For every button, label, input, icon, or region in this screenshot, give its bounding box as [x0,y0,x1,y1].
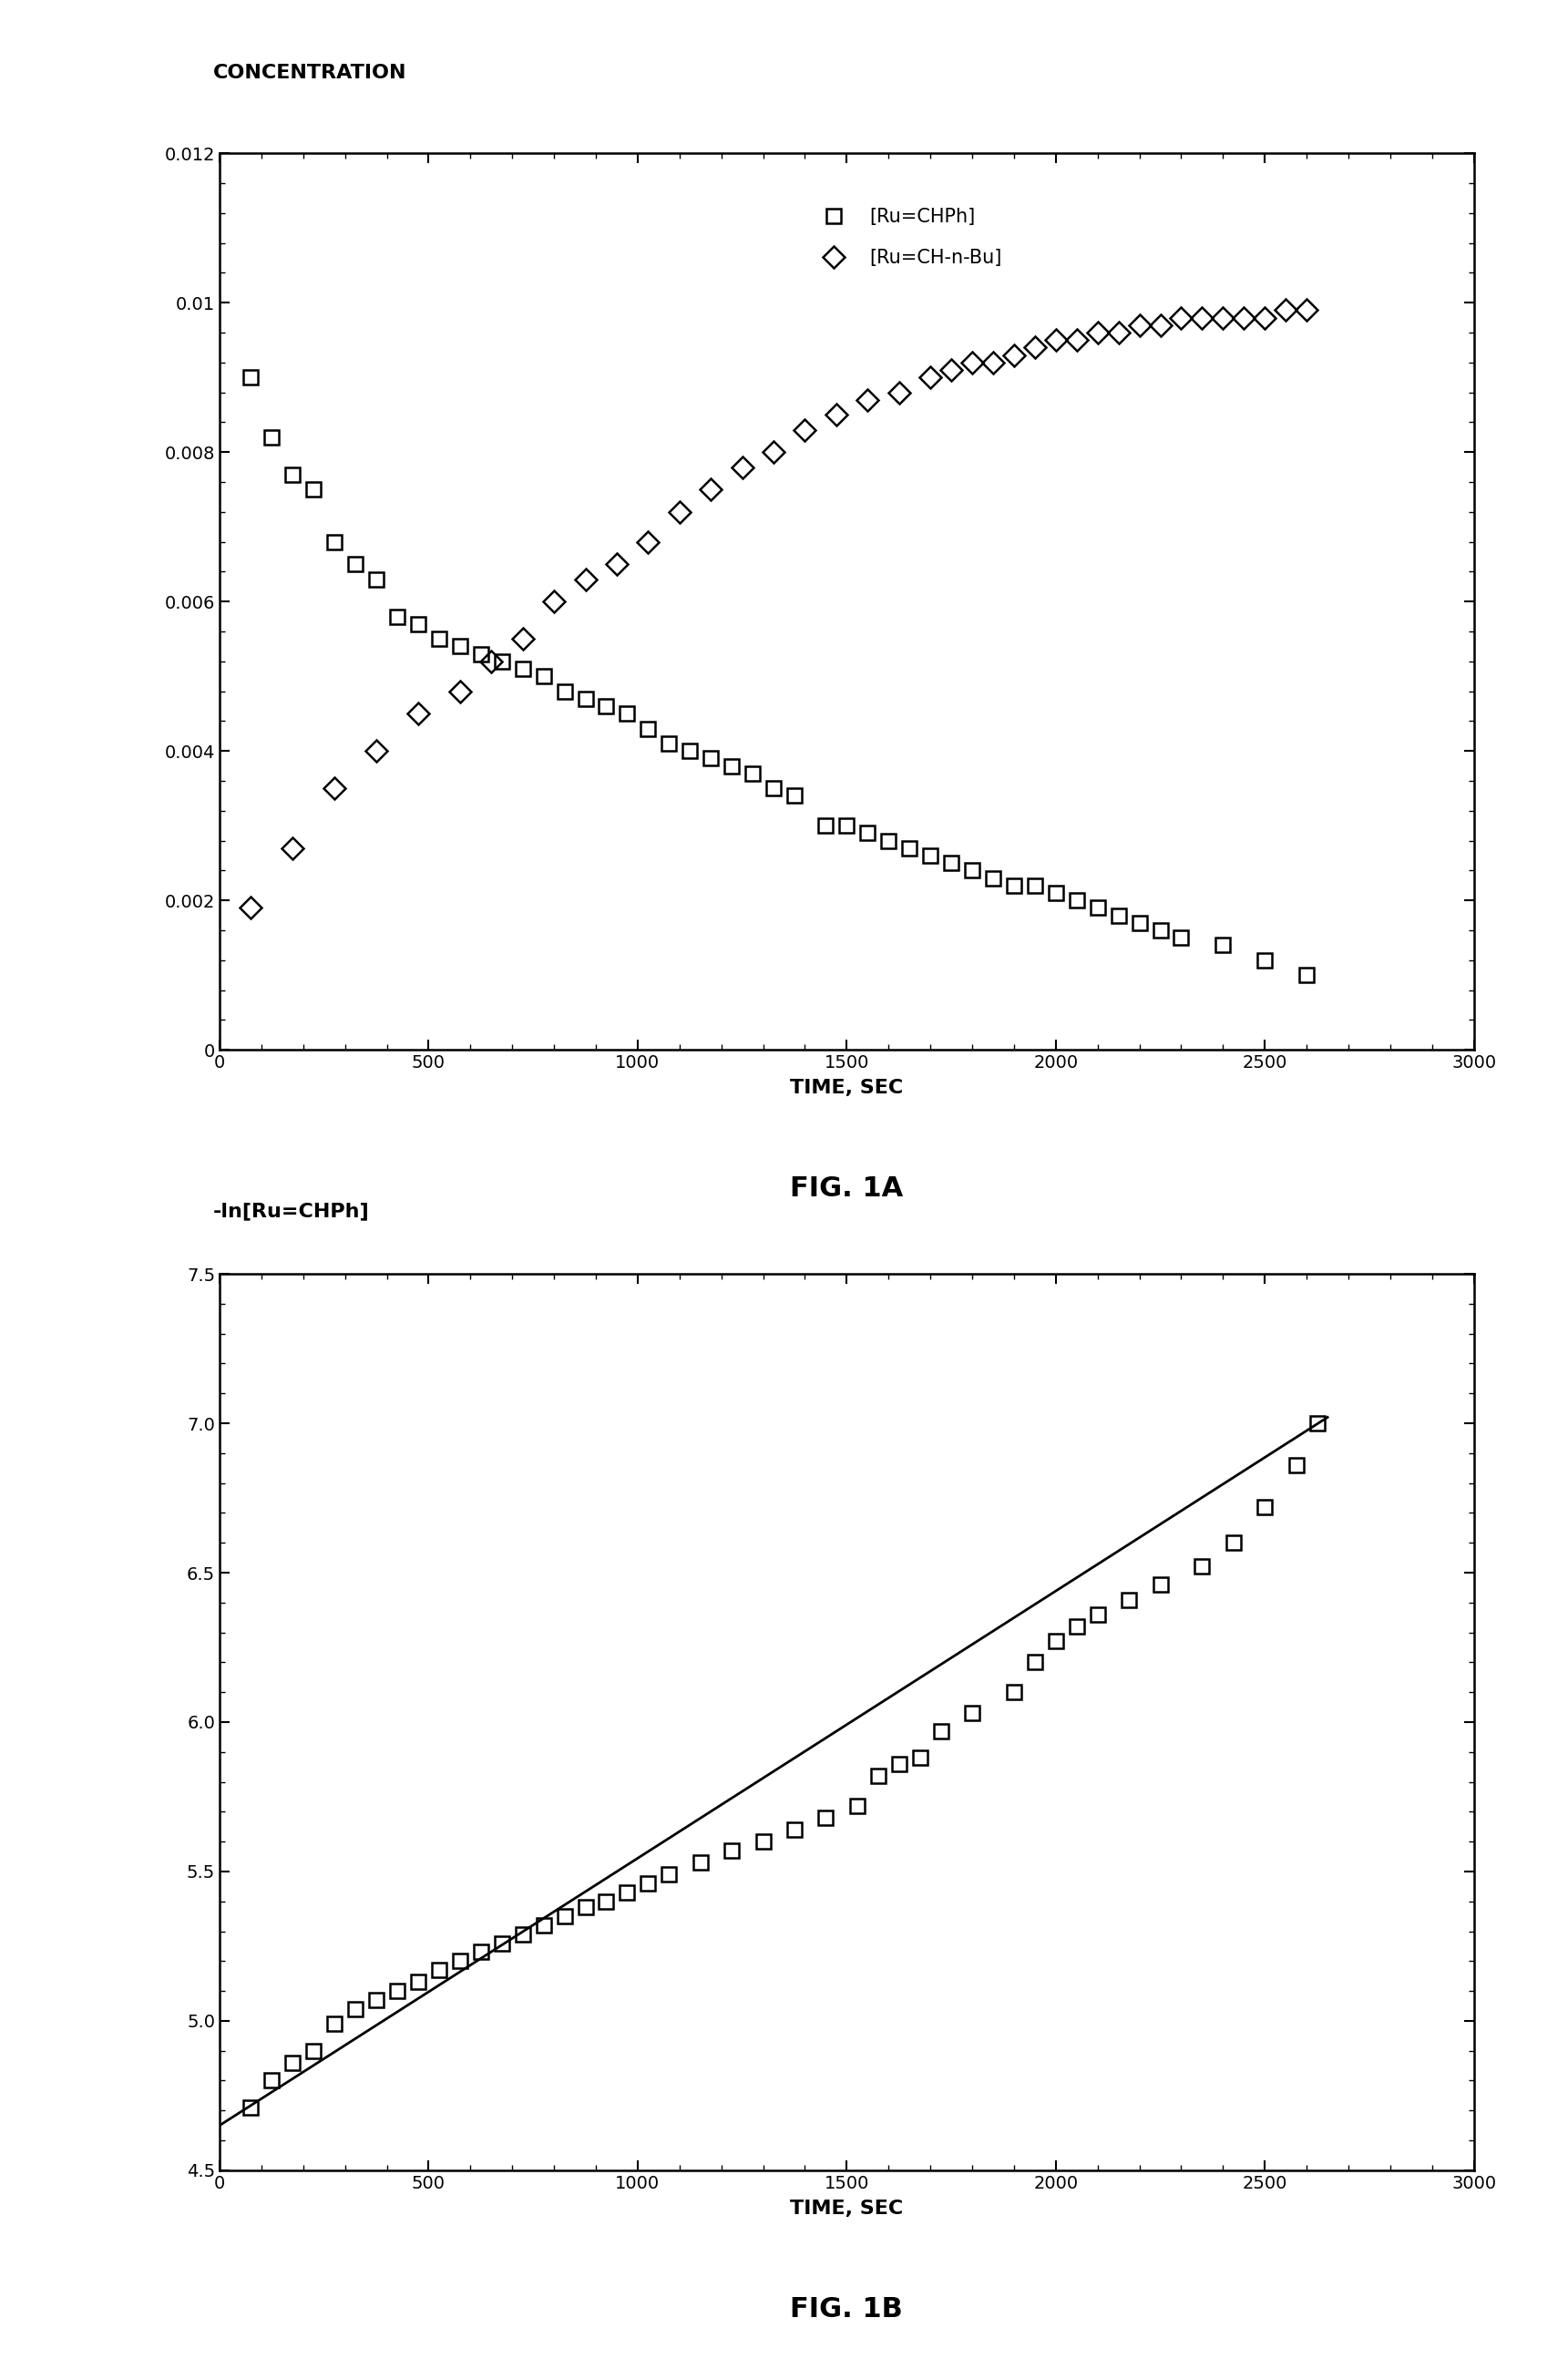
Text: CONCENTRATION: CONCENTRATION [213,64,406,83]
Text: FIG. 1B: FIG. 1B [790,2295,903,2321]
X-axis label: TIME, SEC: TIME, SEC [790,2199,903,2217]
X-axis label: TIME, SEC: TIME, SEC [790,1078,903,1097]
Text: -ln[Ru=CHPh]: -ln[Ru=CHPh] [213,1201,370,1220]
Text: FIG. 1A: FIG. 1A [790,1175,903,1201]
Legend: [Ru=CHPh], [Ru=CH-n-Bu]: [Ru=CHPh], [Ru=CH-n-Bu] [817,208,1002,267]
